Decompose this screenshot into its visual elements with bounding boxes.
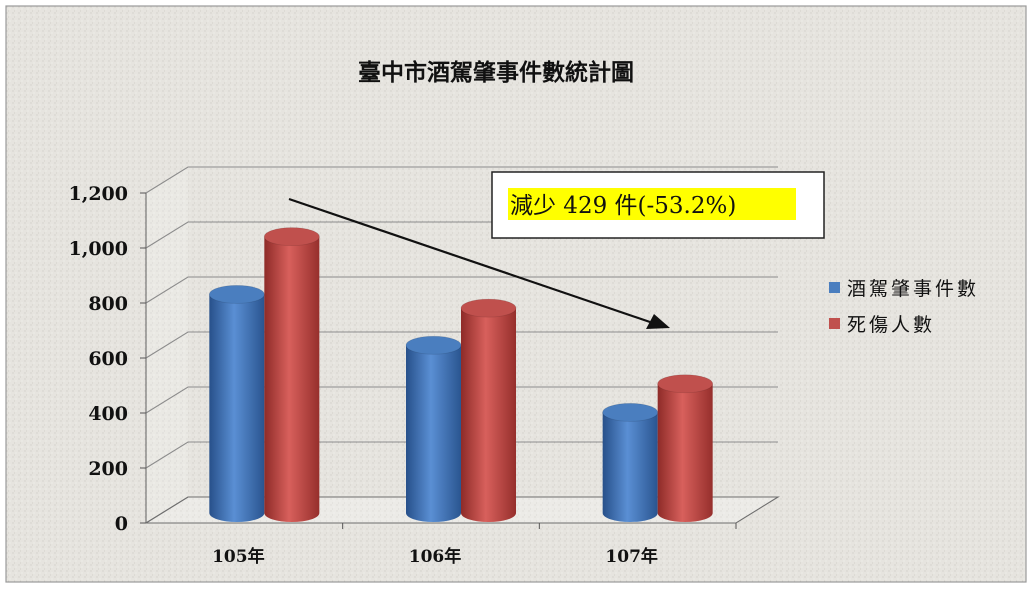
bar <box>208 284 265 522</box>
legend-label-series-2: 死傷人數 <box>847 314 935 336</box>
annotation-arrow-head <box>646 314 670 329</box>
bar-top <box>208 284 265 304</box>
x-tick-label: 107年 <box>605 546 658 567</box>
y-tick-label: 400 <box>88 403 128 425</box>
y-tick-label: 1,000 <box>69 238 129 260</box>
y-tick-label: 200 <box>88 458 128 480</box>
bar-top <box>405 335 462 355</box>
bar-top <box>602 402 659 422</box>
bar-top <box>263 227 320 247</box>
bar <box>602 402 659 522</box>
bar <box>460 298 517 522</box>
y-axis-ticks: 0 200 400 600 800 1,000 1,200 <box>69 183 146 535</box>
legend-swatch-series-1 <box>829 282 840 293</box>
y-tick-label: 600 <box>88 348 128 370</box>
annotation: 減少 429 件(-53.2%) <box>288 171 825 329</box>
legend-swatch-series-2 <box>829 318 840 329</box>
legend: 酒駕肇事件數 死傷人數 <box>829 278 979 336</box>
bar-top <box>460 298 517 318</box>
gridline <box>145 441 778 469</box>
bar-body <box>406 345 461 522</box>
chart-title: 臺中市酒駕肇事件數統計圖 <box>358 59 634 86</box>
y-tick-label: 0 <box>115 513 128 535</box>
gridline <box>145 386 778 414</box>
bar-body <box>264 236 320 522</box>
bar <box>263 227 320 522</box>
gridline <box>145 166 778 194</box>
bars <box>208 227 714 522</box>
gridline <box>145 276 778 304</box>
x-tick-label: 106年 <box>409 546 462 567</box>
annotation-highlight <box>508 188 796 220</box>
x-tick-label: 105年 <box>212 546 265 567</box>
bar-body <box>461 308 516 522</box>
gridline <box>145 331 778 359</box>
bar <box>657 374 714 522</box>
bar-top <box>657 374 714 394</box>
bar-body <box>209 294 265 522</box>
bar-body <box>657 383 713 522</box>
legend-label-series-1: 酒駕肇事件數 <box>847 278 979 300</box>
bar <box>405 335 462 522</box>
annotation-arrow-line <box>288 197 651 324</box>
x-axis-labels: 105年 106年 107年 <box>212 523 737 567</box>
y-tick-label: 1,200 <box>69 183 129 205</box>
y-tick-label: 800 <box>88 293 128 315</box>
bar-body <box>602 412 658 522</box>
annotation-text: 減少 429 件(-53.2%) <box>510 193 736 219</box>
